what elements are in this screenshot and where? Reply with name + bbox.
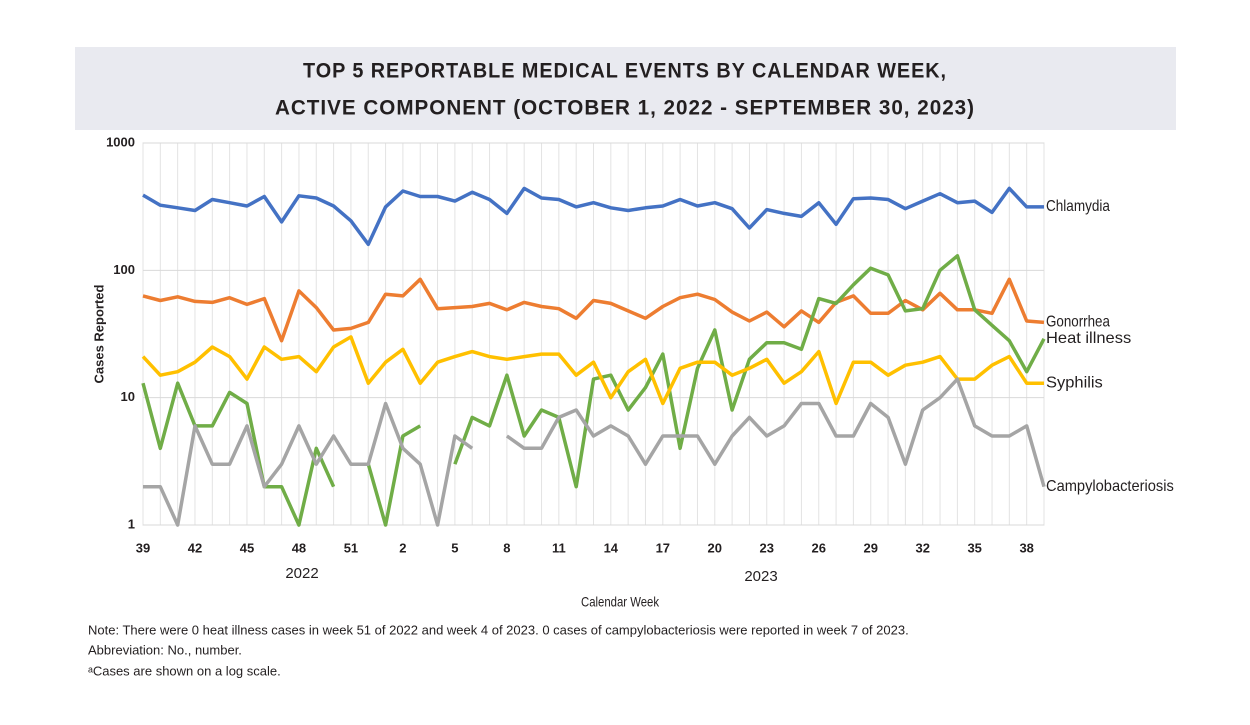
y-tick-label: 10	[121, 389, 135, 404]
note: ᵃCases are shown on a log scale.	[88, 663, 281, 678]
series-line	[141, 254, 1046, 527]
x-tick-label: 51	[344, 540, 358, 555]
x-tick-label: 32	[915, 540, 929, 555]
note: Note: There were 0 heat illness cases in…	[88, 622, 909, 637]
x-tick-label: 48	[292, 540, 306, 555]
chart-title: TOP 5 REPORTABLE MEDICAL EVENTS BY CALEN…	[303, 60, 947, 83]
x-tick-label: 17	[656, 540, 670, 555]
series-line	[142, 186, 1044, 247]
year-label: 2023	[744, 568, 777, 585]
x-tick-label: 14	[604, 540, 619, 555]
series-line	[142, 277, 1045, 343]
note: Abbreviation: No., number.	[88, 642, 242, 657]
x-tick-label: 35	[967, 540, 981, 555]
x-tick-label: 5	[451, 540, 458, 555]
x-tick-label: 38	[1019, 540, 1033, 555]
x-tick-label: 23	[760, 540, 774, 555]
x-tick-label: 8	[503, 540, 510, 555]
x-tick-label: 29	[863, 540, 877, 555]
legend-label: Gonorrhea	[1046, 314, 1110, 331]
x-tick-label: 2	[399, 540, 406, 555]
y-axis-label: Cases Reported	[91, 284, 106, 383]
y-tick-label: 100	[113, 262, 135, 277]
x-tick-label: 42	[188, 540, 202, 555]
series-line	[143, 377, 1046, 527]
legend-label: Campylobacteriosis	[1046, 478, 1174, 495]
x-axis-label: Calendar Week	[581, 594, 660, 610]
x-tick-label: 26	[812, 540, 826, 555]
x-tick-label: 20	[708, 540, 722, 555]
legend-label: Chlamydia	[1046, 198, 1110, 215]
y-tick-label: 1	[128, 516, 135, 531]
legend-label: Syphilis	[1046, 374, 1103, 391]
y-tick-label: 1000	[106, 134, 135, 149]
year-label: 2022	[285, 565, 318, 582]
legend-label: Heat illness	[1046, 330, 1131, 347]
x-tick-label: 45	[240, 540, 254, 555]
x-tick-label: 11	[552, 540, 566, 555]
title-banner	[75, 47, 1176, 130]
chart-subtitle: ACTIVE COMPONENT (OCTOBER 1, 2022 - SEPT…	[275, 97, 975, 120]
series-line	[141, 335, 1044, 406]
x-tick-label: 39	[136, 540, 150, 555]
